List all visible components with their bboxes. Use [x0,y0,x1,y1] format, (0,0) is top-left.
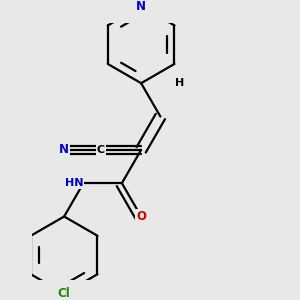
Text: H: H [175,78,184,88]
Text: N: N [136,0,146,13]
Text: N: N [59,143,69,156]
Text: HN: HN [65,178,83,188]
Text: Cl: Cl [58,287,70,300]
Text: O: O [136,210,146,223]
Text: C: C [97,145,105,155]
